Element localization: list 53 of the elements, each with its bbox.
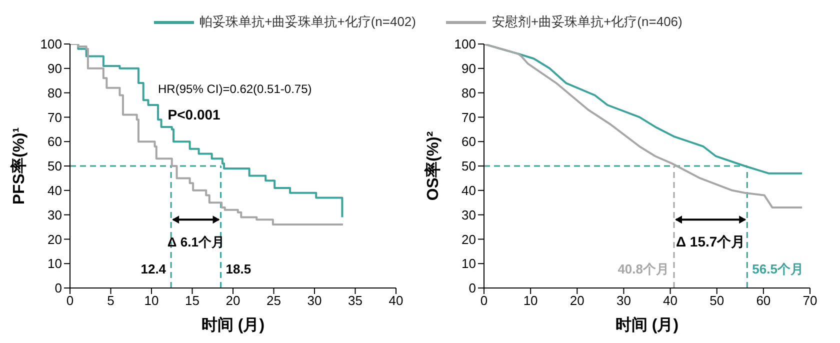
y-tick-label: 100 [40, 36, 62, 52]
x-tick-label: 20 [226, 293, 240, 308]
annotation: Δ 15.7个月 [676, 234, 746, 250]
ref-line-label: 56.5个月 [752, 261, 804, 276]
ref-line-label: 12.4 [140, 261, 167, 276]
x-tick-label: 30 [616, 293, 631, 308]
annotation: HR(95% CI)=0.62(0.51-0.75) [158, 82, 312, 96]
y-tick-label: 60 [462, 134, 476, 150]
ref-line-label: 40.8个月 [618, 261, 670, 276]
y-tick-label: 30 [48, 207, 62, 222]
x-tick-label: 5 [107, 293, 114, 308]
x-tick-label: 25 [266, 293, 281, 308]
x-tick-label: 35 [348, 293, 362, 308]
legend-label: 帕妥珠单抗+曲妥珠单抗+化疗(n=402) [200, 13, 416, 31]
x-tick-label: 0 [66, 293, 74, 308]
x-tick-label: 15 [185, 293, 200, 308]
x-tick-label: 0 [480, 293, 488, 308]
y-tick-label: 100 [454, 36, 476, 52]
x-axis-title: 时间 (月) [201, 316, 265, 334]
y-tick-label: 80 [48, 85, 62, 100]
x-tick-label: 70 [802, 293, 818, 308]
ref-line-label: 18.5 [226, 261, 252, 276]
x-tick-label: 10 [523, 293, 538, 308]
y-tick-label: 0 [54, 280, 62, 296]
y-tick-label: 10 [462, 256, 476, 272]
x-tick-label: 10 [144, 293, 159, 308]
y-tick-label: 80 [462, 85, 476, 100]
y-tick-label: 70 [462, 110, 476, 125]
x-tick-label: 60 [756, 293, 771, 308]
y-tick-label: 90 [48, 61, 62, 76]
y-tick-label: 50 [48, 158, 62, 174]
y-tick-label: 70 [48, 110, 62, 125]
x-tick-label: 50 [710, 293, 724, 308]
y-tick-label: 10 [48, 256, 62, 272]
y-tick-label: 40 [48, 183, 62, 198]
y-tick-label: 60 [48, 134, 62, 150]
y-tick-label: 40 [462, 183, 476, 198]
y-tick-label: 0 [468, 280, 476, 296]
y-tick-label: 20 [462, 232, 476, 247]
y-tick-label: 20 [48, 232, 62, 247]
y-axis-title: PFS率(%)¹ [9, 127, 28, 205]
annotation: P<0.001 [168, 106, 221, 123]
y-axis-title: OS率(%)² [423, 131, 442, 201]
x-tick-label: 30 [307, 293, 322, 308]
y-tick-label: 90 [462, 61, 476, 76]
y-tick-label: 30 [462, 207, 476, 222]
y-tick-label: 50 [462, 158, 476, 174]
x-tick-label: 40 [663, 293, 678, 308]
annotation: Δ 6.1个月 [167, 234, 224, 250]
x-tick-label: 20 [570, 293, 584, 308]
legend-label: 安慰剂+曲妥珠单抗+化疗(n=406) [492, 13, 682, 31]
x-axis-title: 时间 (月) [615, 316, 679, 334]
x-tick-label: 40 [388, 293, 404, 308]
